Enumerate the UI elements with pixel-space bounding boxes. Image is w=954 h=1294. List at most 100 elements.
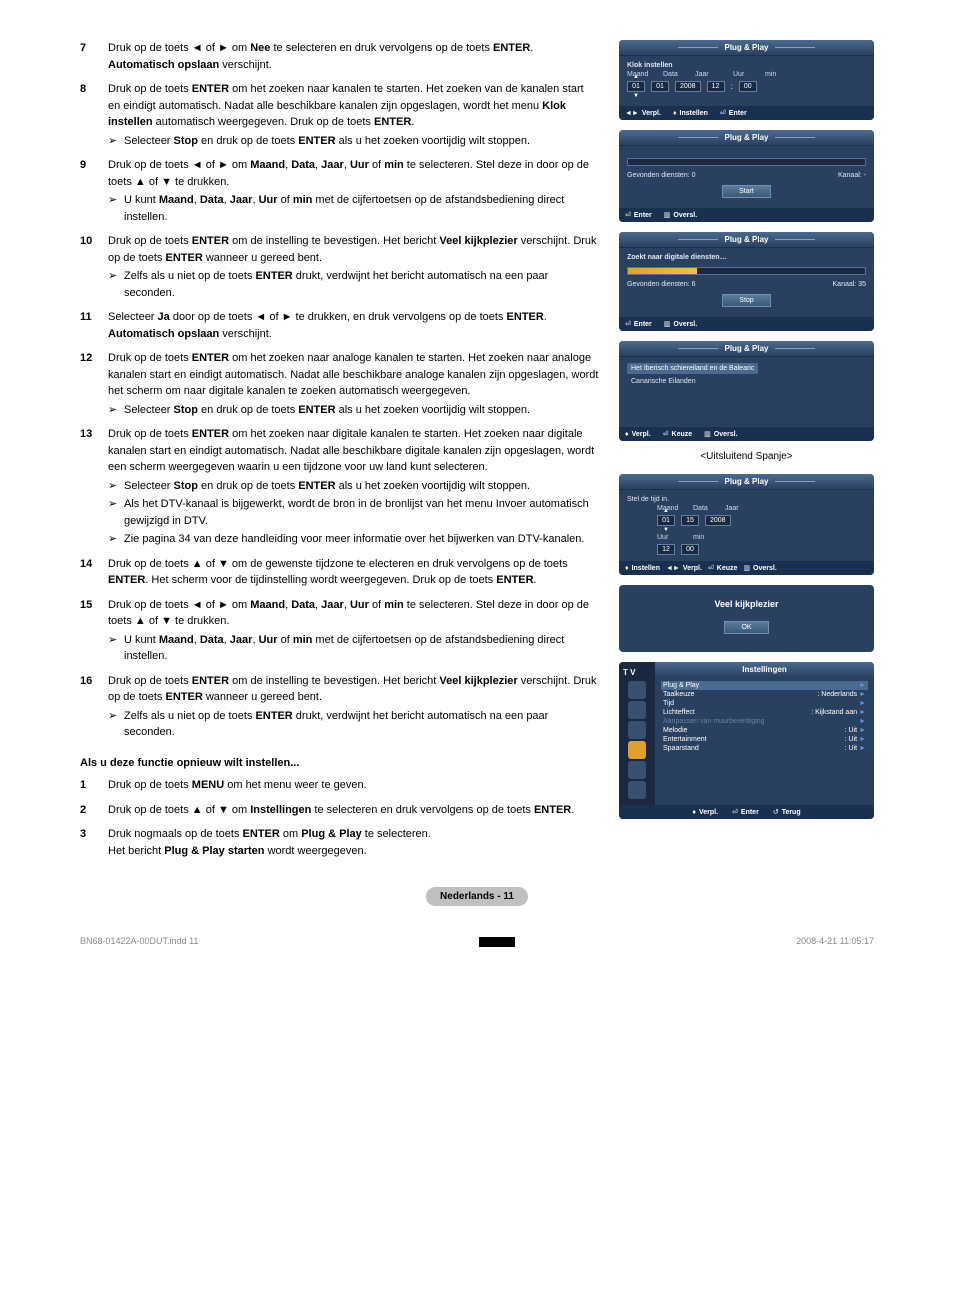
step-9: 9 Druk op de toets ◄ of ► om Maand, Data… xyxy=(80,157,599,225)
stop-button: Stop xyxy=(722,294,770,307)
menu-icon: ▥ xyxy=(743,564,750,572)
tv-footer: ♦ Verpl. ⏎ Enter ↺ Terug xyxy=(619,805,874,819)
tv-title: Plug & Play xyxy=(619,232,874,248)
bullet-arrow-icon: ➢ xyxy=(108,496,124,529)
tv-message: Veel kijkplezier xyxy=(627,599,866,609)
step-body: Druk op de toets ◄ of ► om Nee te select… xyxy=(108,40,599,73)
step-7: 7 Druk op de toets ◄ of ► om Nee te sele… xyxy=(80,40,599,73)
bullet-arrow-icon: ➢ xyxy=(108,632,124,665)
input-maand: 01 xyxy=(657,515,675,526)
tv-footer: ♦ Instellen ◄► Verpl. ⏎ Keuze ▥ Oversl. xyxy=(619,561,874,575)
label-data: Data xyxy=(693,505,717,512)
label-jaar: Jaar xyxy=(725,505,739,512)
timezone-option-1: Het Iberisch schiereiland en de Balearic xyxy=(627,363,758,374)
nav-lr-icon: ◄► xyxy=(666,565,680,572)
step-body: Druk nogmaals op de toets ENTER om Plug … xyxy=(108,826,599,859)
process-black-icon xyxy=(479,937,515,947)
label-min: min xyxy=(765,71,776,78)
input-jaar: 2008 xyxy=(705,515,731,526)
settings-item: Melodie: Uit ► xyxy=(661,726,868,735)
step-body: Druk op de toets ENTER om de instelling … xyxy=(108,673,599,741)
tv-title: Plug & Play xyxy=(619,130,874,146)
bullet-arrow-icon: ➢ xyxy=(108,402,124,419)
tv-title: Plug & Play xyxy=(619,474,874,490)
step-body: Druk op de toets ENTER om het zoeken naa… xyxy=(108,426,599,548)
reset-step-3: 3 Druk nogmaals op de toets ENTER om Plu… xyxy=(80,826,599,859)
step-number: 10 xyxy=(80,233,108,301)
menu-icon: ▥ xyxy=(664,211,671,219)
sidebar-icon-sound xyxy=(628,701,646,719)
tv-screen-timezone: Plug & Play Het Iberisch schiereiland en… xyxy=(619,341,874,441)
tv-screen-set-time: Plug & Play Stel de tijd in. Maand Data … xyxy=(619,474,874,575)
step-body: Druk op de toets ◄ of ► om Maand, Data, … xyxy=(108,157,599,225)
sidebar-icon-dtv xyxy=(628,781,646,799)
step-body: Druk op de toets ENTER om het zoeken naa… xyxy=(108,81,599,149)
input-min: 00 xyxy=(739,81,757,92)
label-jaar: Jaar xyxy=(695,71,725,78)
channel-label: Kanaal: - xyxy=(838,172,866,179)
bullet-arrow-icon: ➢ xyxy=(108,478,124,495)
step-number: 7 xyxy=(80,40,108,73)
step-10: 10 Druk op de toets ENTER om de instelli… xyxy=(80,233,599,301)
step-number: 2 xyxy=(80,802,108,819)
step-11: 11 Selecteer Ja door op de toets ◄ of ► … xyxy=(80,309,599,342)
print-footer: BN68-01422A-00DUT.indd 11 2008-4-21 11:0… xyxy=(0,926,954,967)
settings-sidebar: T V xyxy=(619,662,655,805)
bullet-arrow-icon: ➢ xyxy=(108,708,124,741)
input-jaar: 2008 xyxy=(675,81,701,92)
tv-screen-settings-menu: T V Instellingen Plug & Play ►Taalkeuze:… xyxy=(619,662,874,819)
step-body: Druk op de toets ▲ of ▼ om de gewenste t… xyxy=(108,556,599,589)
step-number: 16 xyxy=(80,673,108,741)
step-8: 8 Druk op de toets ENTER om het zoeken n… xyxy=(80,81,599,149)
label-maand: Maand xyxy=(627,71,655,78)
bullet-arrow-icon: ➢ xyxy=(108,531,124,548)
reset-step-1: 1 Druk op de toets MENU om het menu weer… xyxy=(80,777,599,794)
nav-ud-icon: ♦ xyxy=(625,431,629,438)
step-16: 16 Druk op de toets ENTER om de instelli… xyxy=(80,673,599,741)
step-body: Druk op de toets ENTER om het zoeken naa… xyxy=(108,350,599,418)
sidebar-icon-picture xyxy=(628,681,646,699)
channel-label: Kanaal: 35 xyxy=(833,281,866,288)
tv-screen-search-progress: Plug & Play Zoekt naar digitale diensten… xyxy=(619,232,874,331)
progress-bar: 0% xyxy=(627,158,866,166)
tv-title: Plug & Play xyxy=(619,341,874,357)
enter-icon: ⏎ xyxy=(732,808,738,816)
sidebar-label: T V xyxy=(621,666,653,679)
step-number: 12 xyxy=(80,350,108,418)
page-content: 7 Druk op de toets ◄ of ► om Nee te sele… xyxy=(0,0,954,926)
start-button: Start xyxy=(722,185,771,198)
tv-footer: ◄► Verpl. ♦ Instellen ⏎ Enter xyxy=(619,106,874,120)
services-found: Gevonden diensten: 6 xyxy=(627,281,696,288)
services-found: Gevonden diensten: 0 xyxy=(627,172,696,179)
label-uur: Uur xyxy=(657,534,685,541)
label-maand: Maand xyxy=(657,505,685,512)
input-data: 01 xyxy=(651,81,669,92)
tv-footer: ⏎ Enter ▥ Oversl. xyxy=(619,317,874,331)
nav-lr-icon: ◄► xyxy=(625,110,639,117)
menu-icon: ▥ xyxy=(704,430,711,438)
step-number: 11 xyxy=(80,309,108,342)
footer-file-name: BN68-01422A-00DUT.indd 11 xyxy=(80,936,198,947)
step-14: 14 Druk op de toets ▲ of ▼ om de gewenst… xyxy=(80,556,599,589)
tv-title: Plug & Play xyxy=(619,40,874,56)
settings-item: Lichteffect: Kijkstand aan ► xyxy=(661,708,868,717)
sidebar-icon-input xyxy=(628,761,646,779)
bullet-arrow-icon: ➢ xyxy=(108,133,124,150)
tv-subtitle: Stel de tijd in. xyxy=(627,496,866,503)
tv-screen-enjoy: Veel kijkplezier OK xyxy=(619,585,874,652)
step-body: Selecteer Ja door op de toets ◄ of ► te … xyxy=(108,309,599,342)
input-data: 15 xyxy=(681,515,699,526)
enter-icon: ⏎ xyxy=(625,320,631,328)
step-number: 3 xyxy=(80,826,108,859)
settings-item: Aanpassen van muurbevestiging ► xyxy=(661,717,868,726)
label-min: min xyxy=(693,534,704,541)
input-min: 00 xyxy=(681,544,699,555)
tv-footer: ⏎ Enter ▥ Oversl. xyxy=(619,208,874,222)
label-uur: Uur xyxy=(733,71,757,78)
step-body: Druk op de toets MENU om het menu weer t… xyxy=(108,777,599,794)
tv-subtitle: Klok instellen xyxy=(627,62,866,69)
input-uur: 12 xyxy=(657,544,675,555)
settings-item: Spaarstand: Uit ► xyxy=(661,744,868,753)
nav-ud-icon: ♦ xyxy=(673,110,677,117)
step-number: 14 xyxy=(80,556,108,589)
